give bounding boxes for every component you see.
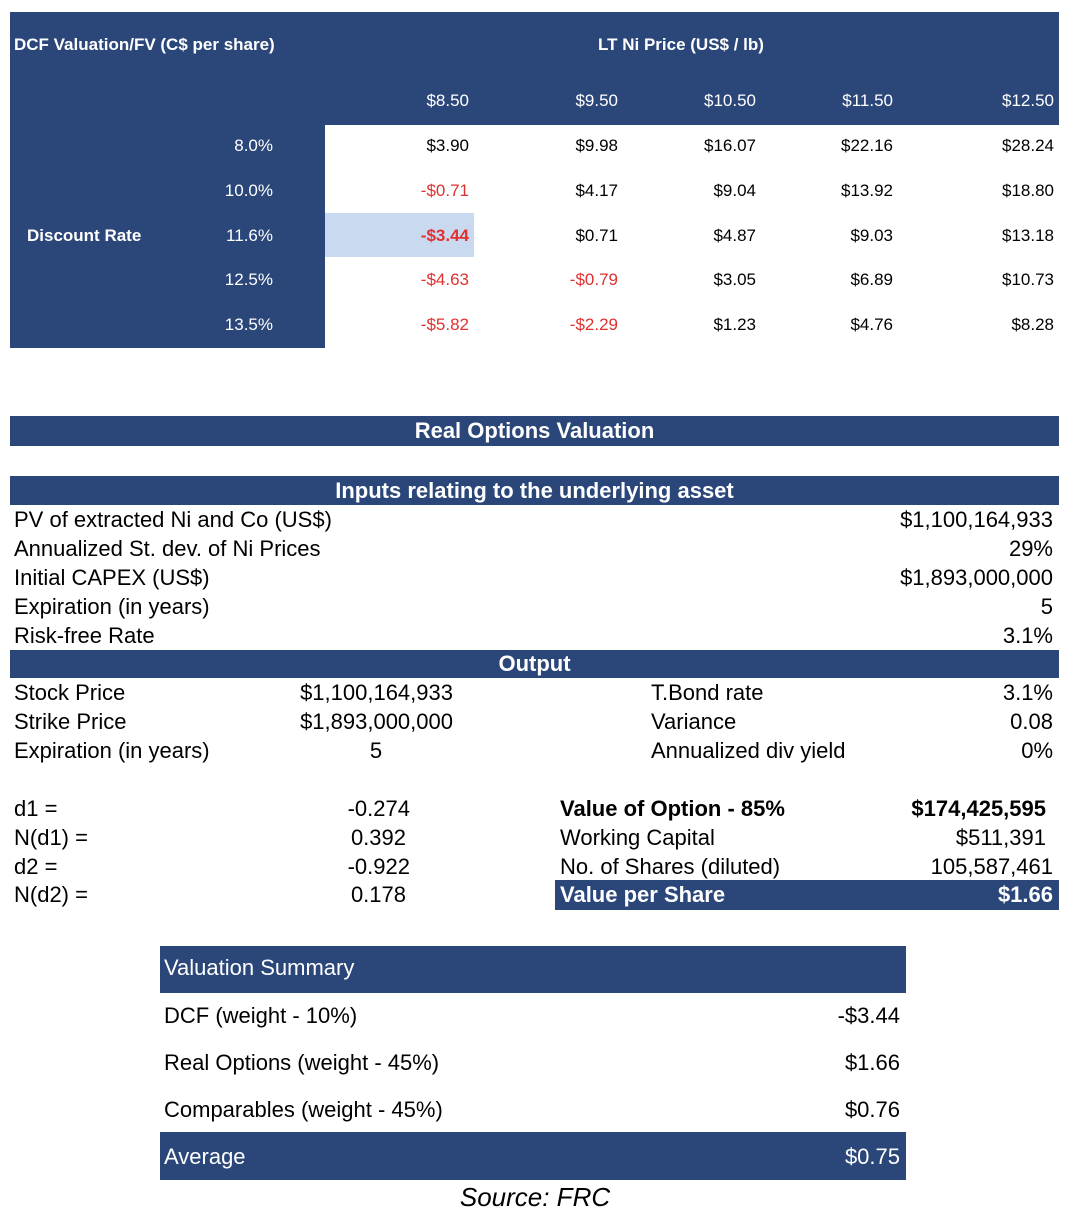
working-capital-label: Working Capital [560, 825, 715, 850]
rate-cell: 10.0% [224, 181, 273, 200]
value-cell: $13.92 [841, 181, 893, 200]
value-cell: $22.16 [841, 136, 893, 155]
value-cell-negative: -$0.79 [569, 270, 618, 289]
working-capital-value: $511,391 [955, 825, 1046, 850]
discount-rate-label: Discount Rate [27, 226, 142, 245]
value-cell: $10.73 [1002, 270, 1054, 289]
value-cell: $4.87 [713, 226, 756, 245]
option-value: $174,425,595 [911, 796, 1046, 821]
rate-cell: 12.5% [224, 270, 273, 289]
value-cell: $8.28 [1011, 315, 1054, 334]
rate-cell: 8.0% [234, 136, 273, 155]
price-header-cell: $11.50 [842, 91, 893, 110]
value-cell: $1.23 [713, 315, 756, 334]
value-cell: $4.76 [850, 315, 893, 334]
value-cell-negative: -$2.29 [569, 315, 618, 334]
value-cell: $9.03 [850, 226, 893, 245]
d-label: N(d2) = [14, 882, 88, 907]
rate-cell: 13.5% [224, 315, 273, 334]
summary-title: Valuation Summary [164, 955, 355, 980]
rate-cell: 11.6% [226, 226, 273, 245]
value-cell-base-case: -$3.44 [420, 226, 469, 245]
per-share-bar [555, 880, 1059, 910]
d-label: d2 = [14, 854, 58, 879]
price-header-cell: $12.50 [1002, 91, 1054, 110]
input-value: $1,100,164,933 [900, 507, 1053, 532]
input-value: 29% [1008, 536, 1053, 561]
average-label: Average [164, 1144, 246, 1169]
input-label: Annualized St. dev. of Ni Prices [14, 536, 321, 561]
dcf-header-band [10, 12, 1059, 125]
d-value: 0.178 [350, 882, 406, 907]
output-label: Annualized div yield [651, 738, 846, 763]
summary-row-label: Comparables (weight - 45%) [164, 1097, 443, 1122]
dcf-rate-column [10, 125, 325, 348]
output-label: Strike Price [14, 709, 127, 734]
value-cell: $9.04 [713, 181, 756, 200]
value-cell: $28.24 [1002, 136, 1054, 155]
value-cell: $6.89 [850, 270, 893, 289]
output-label: Expiration (in years) [14, 738, 210, 763]
d-value: -0.922 [347, 854, 410, 879]
summary-row-label: DCF (weight - 10%) [164, 1003, 358, 1028]
summary-row-value: -$3.44 [837, 1003, 900, 1028]
input-value: 5 [1040, 594, 1053, 619]
value-cell: $0.71 [575, 226, 618, 245]
d-value: 0.392 [350, 825, 406, 850]
summary-header-bar [160, 946, 906, 993]
inputs-title: Inputs relating to the underlying asset [10, 476, 1059, 505]
value-cell-negative: -$4.63 [420, 270, 469, 289]
per-share-value: $1.66 [997, 882, 1053, 907]
value-cell: $16.07 [704, 136, 756, 155]
output-value: 5 [369, 738, 383, 763]
average-bar [160, 1132, 906, 1180]
base-case-highlight [325, 213, 474, 257]
value-cell-negative: -$5.82 [420, 315, 469, 334]
output-title: Output [10, 650, 1059, 678]
output-value: 3.1% [1002, 680, 1053, 705]
summary-row-value: $1.66 [844, 1050, 900, 1075]
dcf-title: DCF Valuation/FV (C$ per share) [14, 35, 275, 54]
input-value: 3.1% [1002, 623, 1053, 648]
value-cell: $18.80 [1002, 181, 1054, 200]
option-value-label: Value of Option - 85% [560, 796, 785, 821]
output-value: $1,893,000,000 [300, 709, 453, 734]
input-label: Initial CAPEX (US$) [14, 565, 210, 590]
value-cell: $3.90 [426, 136, 469, 155]
output-value: $1,100,164,933 [300, 680, 453, 705]
input-value: $1,893,000,000 [900, 565, 1053, 590]
real-options-title: Real Options Valuation [10, 416, 1059, 446]
input-label: Expiration (in years) [14, 594, 210, 619]
summary-row-value: $0.76 [844, 1097, 900, 1122]
input-label: PV of extracted Ni and Co (US$) [14, 507, 332, 532]
source-caption: Source: FRC [459, 1182, 611, 1212]
average-value: $0.75 [844, 1144, 900, 1169]
per-share-label: Value per Share [560, 882, 726, 907]
output-label: T.Bond rate [651, 680, 764, 705]
d-label: N(d1) = [14, 825, 88, 850]
summary-row-label: Real Options (weight - 45%) [164, 1050, 440, 1075]
value-cell: $9.98 [575, 136, 618, 155]
output-label: Variance [651, 709, 737, 734]
price-header-cell: $10.50 [704, 91, 756, 110]
price-header-cell: $8.50 [426, 91, 469, 110]
price-header-cell: $9.50 [575, 91, 618, 110]
value-cell-negative: -$0.71 [420, 181, 469, 200]
input-label: Risk-free Rate [14, 623, 155, 648]
d-label: d1 = [14, 796, 58, 821]
output-label: Stock Price [14, 680, 126, 705]
price-header: LT Ni Price (US$ / lb) [598, 35, 764, 54]
shares-value: 105,587,461 [930, 854, 1053, 879]
shares-label: No. of Shares (diluted) [560, 854, 781, 879]
d-value: -0.274 [347, 796, 410, 821]
value-cell: $3.05 [713, 270, 756, 289]
output-value: 0% [1021, 738, 1053, 763]
value-cell: $4.17 [575, 181, 618, 200]
value-cell: $13.18 [1002, 226, 1054, 245]
output-value: 0.08 [1010, 709, 1053, 734]
